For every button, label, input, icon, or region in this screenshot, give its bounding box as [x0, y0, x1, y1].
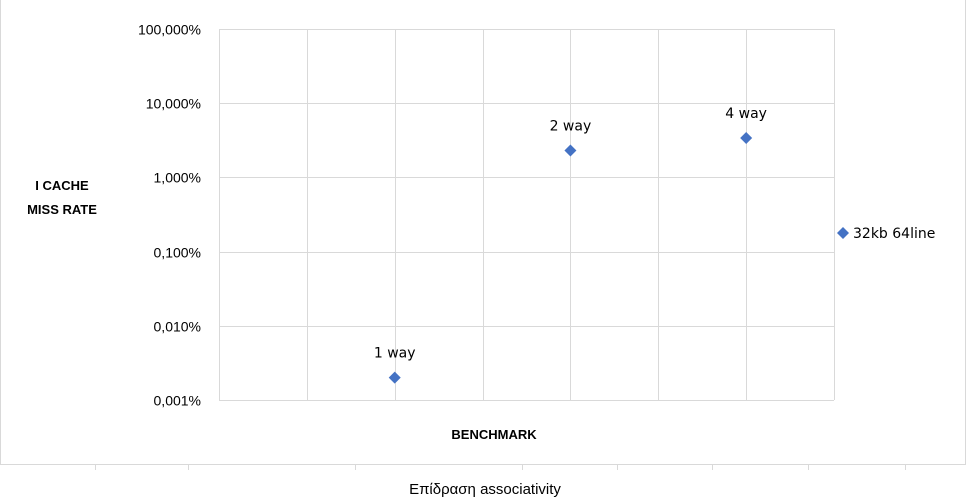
x-axis-title: BENCHMARK: [451, 427, 537, 442]
y-axis-title-line-2: MISS RATE: [27, 202, 97, 217]
data-label: 2 way: [550, 119, 592, 135]
y-axis-title-line-1: I CACHE: [35, 178, 89, 193]
y-tick-label: 0,001%: [154, 393, 201, 409]
data-point-diamond: [564, 144, 577, 157]
legend: 32kb 64line: [837, 226, 935, 242]
chart-frame: [0, 0, 966, 465]
y-tick-label: 1,000%: [154, 170, 201, 186]
y-tick-label: 0,100%: [154, 245, 201, 261]
y-tick-label: 10,000%: [146, 96, 201, 112]
data-label: 1 way: [374, 346, 416, 362]
data-label-layer: 1 way 2 way 4 way: [374, 106, 767, 362]
tick-label-layer: 100,000% 10,000% 1,000% 0,100% 0,010% 0,001%: [138, 22, 201, 409]
chart-caption: Επίδραση associativity: [409, 481, 561, 498]
data-label: 4 way: [725, 106, 767, 122]
y-tick-label: 0,010%: [154, 319, 201, 335]
data-point-diamond: [388, 371, 401, 384]
y-tick-label: 100,000%: [138, 22, 201, 38]
legend-entry-label: 32kb 64line: [853, 226, 935, 242]
data-point-diamond: [740, 131, 753, 144]
grid-layer: [95, 29, 906, 470]
point-layer: [388, 131, 753, 384]
legend-marker-diamond-icon: [837, 227, 849, 239]
